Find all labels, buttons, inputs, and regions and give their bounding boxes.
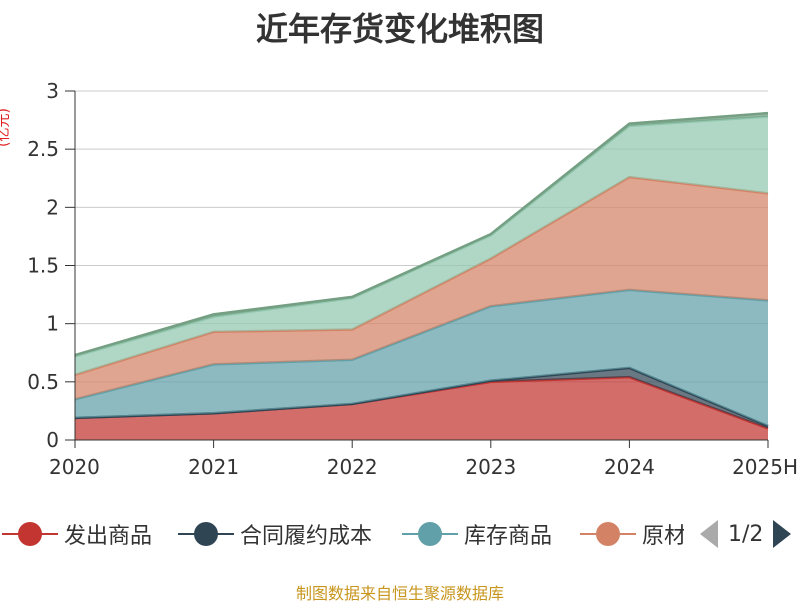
chart-title: 近年存货变化堆积图 (255, 10, 544, 48)
axes: 0 0.5 1 1.5 2 2.5 3 2020 2021 2022 2023 2024 2025H (27, 79, 798, 479)
x-tick-label: 2022 (327, 455, 378, 479)
legend-swatch-icon (2, 514, 58, 554)
y-tick-label: 0 (46, 428, 59, 452)
y-tick-label: 3 (46, 79, 59, 103)
legend-dot (596, 522, 620, 546)
data-source-note: 制图数据来自恒生聚源数据库 (295, 584, 504, 603)
x-tick-label: 2025H (732, 455, 798, 479)
x-tick-label: 2023 (465, 455, 516, 479)
x-tick-label: 2024 (604, 455, 655, 479)
pager-prev-icon[interactable] (700, 520, 718, 548)
legend-label: 库存商品 (464, 524, 553, 549)
legend-pager: 1/2 (700, 514, 800, 554)
x-tick-label: 2020 (49, 455, 100, 479)
legend-item-hetong[interactable]: 合同履约成本 (178, 514, 372, 554)
legend-label: 原材料 (642, 524, 684, 549)
legend-item-yuancailiao[interactable]: 原材料 (580, 514, 684, 554)
legend-item-kucun[interactable]: 库存商品 (402, 514, 552, 554)
legend-dot (18, 522, 42, 546)
legend-dot (194, 522, 218, 546)
area-series-0 (75, 377, 768, 440)
legend-dot (418, 522, 442, 546)
x-tick-label: 2021 (188, 455, 239, 479)
legend-swatch-icon (178, 514, 234, 554)
pager-next-icon[interactable] (773, 520, 792, 548)
stacked-area-chart: 0 0.5 1 1.5 2 2.5 3 2020 2021 2022 2023 2024 2025H (27, 79, 798, 479)
y-tick-label: 0.5 (27, 370, 59, 394)
y-tick-label: 2.5 (27, 137, 59, 161)
legend-clipped-area: 原材料 (580, 514, 684, 554)
area-series-4 (75, 116, 768, 375)
legend: 发出商品 合同履约成本 库存商品 (0, 514, 800, 554)
series-line-5 (74, 111, 769, 357)
legend-page-indicator: 1/2 (728, 521, 764, 547)
legend-label: 合同履约成本 (240, 524, 373, 549)
legend-swatch-icon (402, 514, 458, 554)
legend-label: 发出商品 (64, 524, 153, 549)
legend-item-fachu[interactable]: 发出商品 (2, 514, 152, 554)
y-tick-label: 1 (46, 312, 59, 336)
area-series-3 (75, 177, 768, 400)
legend-swatch-icon (580, 514, 636, 554)
area-series-2 (75, 289, 768, 427)
y-tick-label: 1.5 (27, 254, 59, 278)
y-tick-label: 2 (46, 195, 59, 219)
area-series (74, 111, 769, 440)
